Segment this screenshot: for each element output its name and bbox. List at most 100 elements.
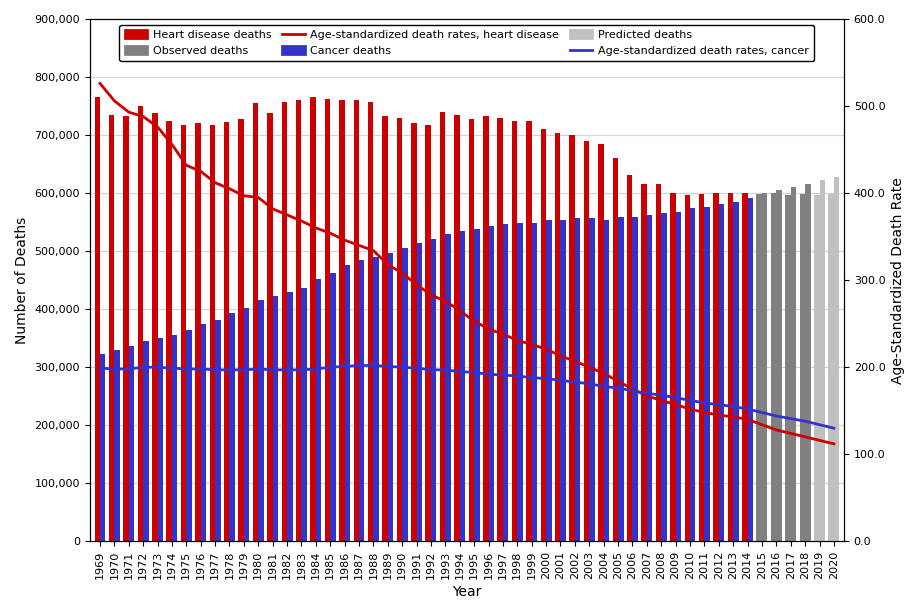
Bar (152, 113, 157, 542)
Bar (511, 120, 516, 542)
Bar (425, 125, 430, 542)
Bar (296, 100, 301, 542)
Bar (833, 177, 838, 542)
Bar (324, 99, 330, 542)
Bar (646, 215, 652, 542)
Bar (138, 106, 143, 542)
Bar (439, 112, 445, 542)
Bar (229, 313, 234, 542)
Bar (267, 113, 272, 542)
Bar (353, 100, 358, 542)
Bar (770, 193, 776, 542)
Bar (712, 193, 718, 542)
Bar (655, 184, 661, 542)
X-axis label: Year: Year (452, 585, 482, 599)
Bar (698, 194, 704, 542)
Bar (445, 235, 450, 542)
Bar (626, 175, 631, 542)
Bar (416, 243, 422, 542)
Y-axis label: Age-Standardized Death Rate: Age-Standardized Death Rate (890, 177, 904, 384)
Bar (373, 257, 379, 542)
Bar (540, 130, 546, 542)
Bar (396, 118, 402, 542)
Bar (368, 102, 373, 542)
Bar (597, 144, 603, 542)
Bar (287, 292, 292, 542)
Bar (358, 260, 364, 542)
Bar (584, 141, 588, 542)
Bar (382, 116, 388, 542)
Bar (454, 115, 460, 542)
Bar (819, 181, 824, 542)
Bar (546, 220, 551, 542)
Bar (799, 193, 804, 542)
Bar (210, 125, 215, 542)
Bar (641, 184, 646, 542)
Bar (689, 208, 695, 542)
Bar (166, 120, 172, 542)
Bar (315, 279, 321, 542)
Bar (301, 289, 307, 542)
Bar (172, 335, 177, 542)
Bar (776, 190, 781, 542)
Bar (272, 297, 278, 542)
Bar (195, 123, 200, 542)
Bar (603, 220, 608, 542)
Bar (482, 116, 488, 542)
Bar (684, 195, 689, 542)
Bar (560, 220, 565, 542)
Bar (588, 218, 594, 542)
Bar (430, 239, 436, 542)
Bar (187, 330, 191, 542)
Bar (388, 253, 392, 542)
Bar (181, 125, 187, 542)
Bar (310, 98, 315, 542)
Bar (742, 193, 747, 542)
Bar (813, 195, 819, 542)
Bar (330, 273, 335, 542)
Bar (704, 207, 709, 542)
Bar (488, 226, 494, 542)
Bar (114, 350, 119, 542)
Bar (215, 320, 221, 542)
Bar (339, 100, 345, 542)
Bar (804, 184, 810, 542)
Bar (143, 341, 149, 542)
Legend: Heart disease deaths, Observed deaths, Age-standardized death rates, heart disea: Heart disease deaths, Observed deaths, A… (119, 25, 813, 61)
Bar (108, 115, 114, 542)
Bar (244, 308, 249, 542)
Bar (258, 300, 264, 542)
Bar (123, 116, 129, 542)
Bar (473, 229, 479, 542)
Bar (785, 195, 789, 542)
Bar (669, 193, 675, 542)
Bar (238, 119, 244, 542)
Bar (732, 202, 738, 542)
Bar (516, 223, 522, 542)
Bar (129, 346, 134, 542)
Bar (468, 119, 473, 542)
Bar (554, 133, 560, 542)
Bar (95, 98, 100, 542)
Bar (827, 194, 833, 542)
Bar (755, 194, 761, 542)
Bar (460, 231, 465, 542)
Bar (200, 324, 206, 542)
Bar (569, 135, 574, 542)
Bar (497, 118, 503, 542)
Bar (675, 212, 680, 542)
Bar (727, 193, 732, 542)
Bar (718, 204, 723, 542)
Bar (157, 338, 163, 542)
Bar (761, 193, 766, 542)
Bar (574, 218, 580, 542)
Bar (661, 214, 666, 542)
Bar (503, 224, 508, 542)
Bar (747, 198, 753, 542)
Bar (345, 265, 350, 542)
Bar (789, 187, 795, 542)
Bar (618, 217, 623, 542)
Bar (411, 123, 416, 542)
Bar (281, 102, 287, 542)
Bar (526, 120, 531, 542)
